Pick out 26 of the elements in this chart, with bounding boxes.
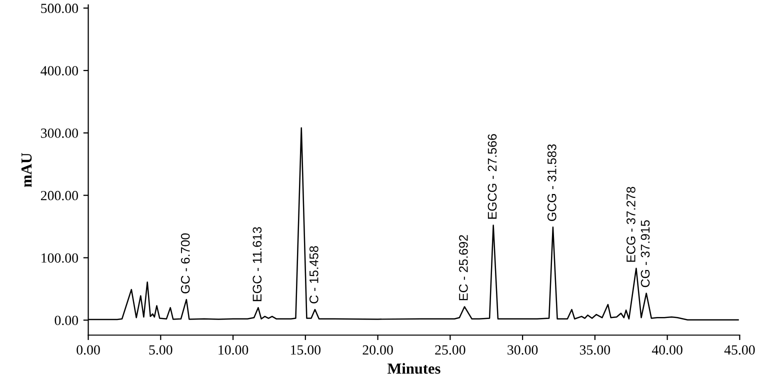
annotation: C - 15.458 xyxy=(309,246,318,304)
annotation: EC - 25.692 xyxy=(459,235,468,300)
annotation: EGCG - 27.566 xyxy=(488,134,497,219)
x-tick-label: 40.00 xyxy=(652,345,682,355)
annotation: ECG - 37.278 xyxy=(626,186,636,262)
annotation: EGC - 11.613 xyxy=(252,227,262,302)
y-tick-label: 200.00 xyxy=(40,190,78,200)
x-tick-label: 35.00 xyxy=(580,345,610,355)
x-axis-title: Minutes xyxy=(388,363,440,374)
y-tick-label: 0.00 xyxy=(54,316,78,326)
x-tick-label: 45.00 xyxy=(724,345,755,355)
x-tick-label: 20.00 xyxy=(362,345,393,355)
y-tick-label: 500.00 xyxy=(41,4,78,14)
annotation: CG - 37.915 xyxy=(640,220,650,288)
x-tick-label: 30.00 xyxy=(508,345,538,355)
y-tick-label: 100.00 xyxy=(42,253,78,263)
x-tick-label: 25.00 xyxy=(435,345,466,355)
x-tick-label: 5.00 xyxy=(149,345,172,355)
y-tick-label: 300.00 xyxy=(41,128,78,138)
x-tick-label: 10.00 xyxy=(218,345,248,355)
y-tick-label: 400.00 xyxy=(40,66,78,76)
annotation: GCG - 31.583 xyxy=(547,144,556,221)
x-tick-label: 15.00 xyxy=(291,345,321,355)
x-tick-label: 0.00 xyxy=(76,345,100,355)
annotation: GC - 6.700 xyxy=(180,233,190,294)
y-axis-title: mAU xyxy=(21,153,32,188)
